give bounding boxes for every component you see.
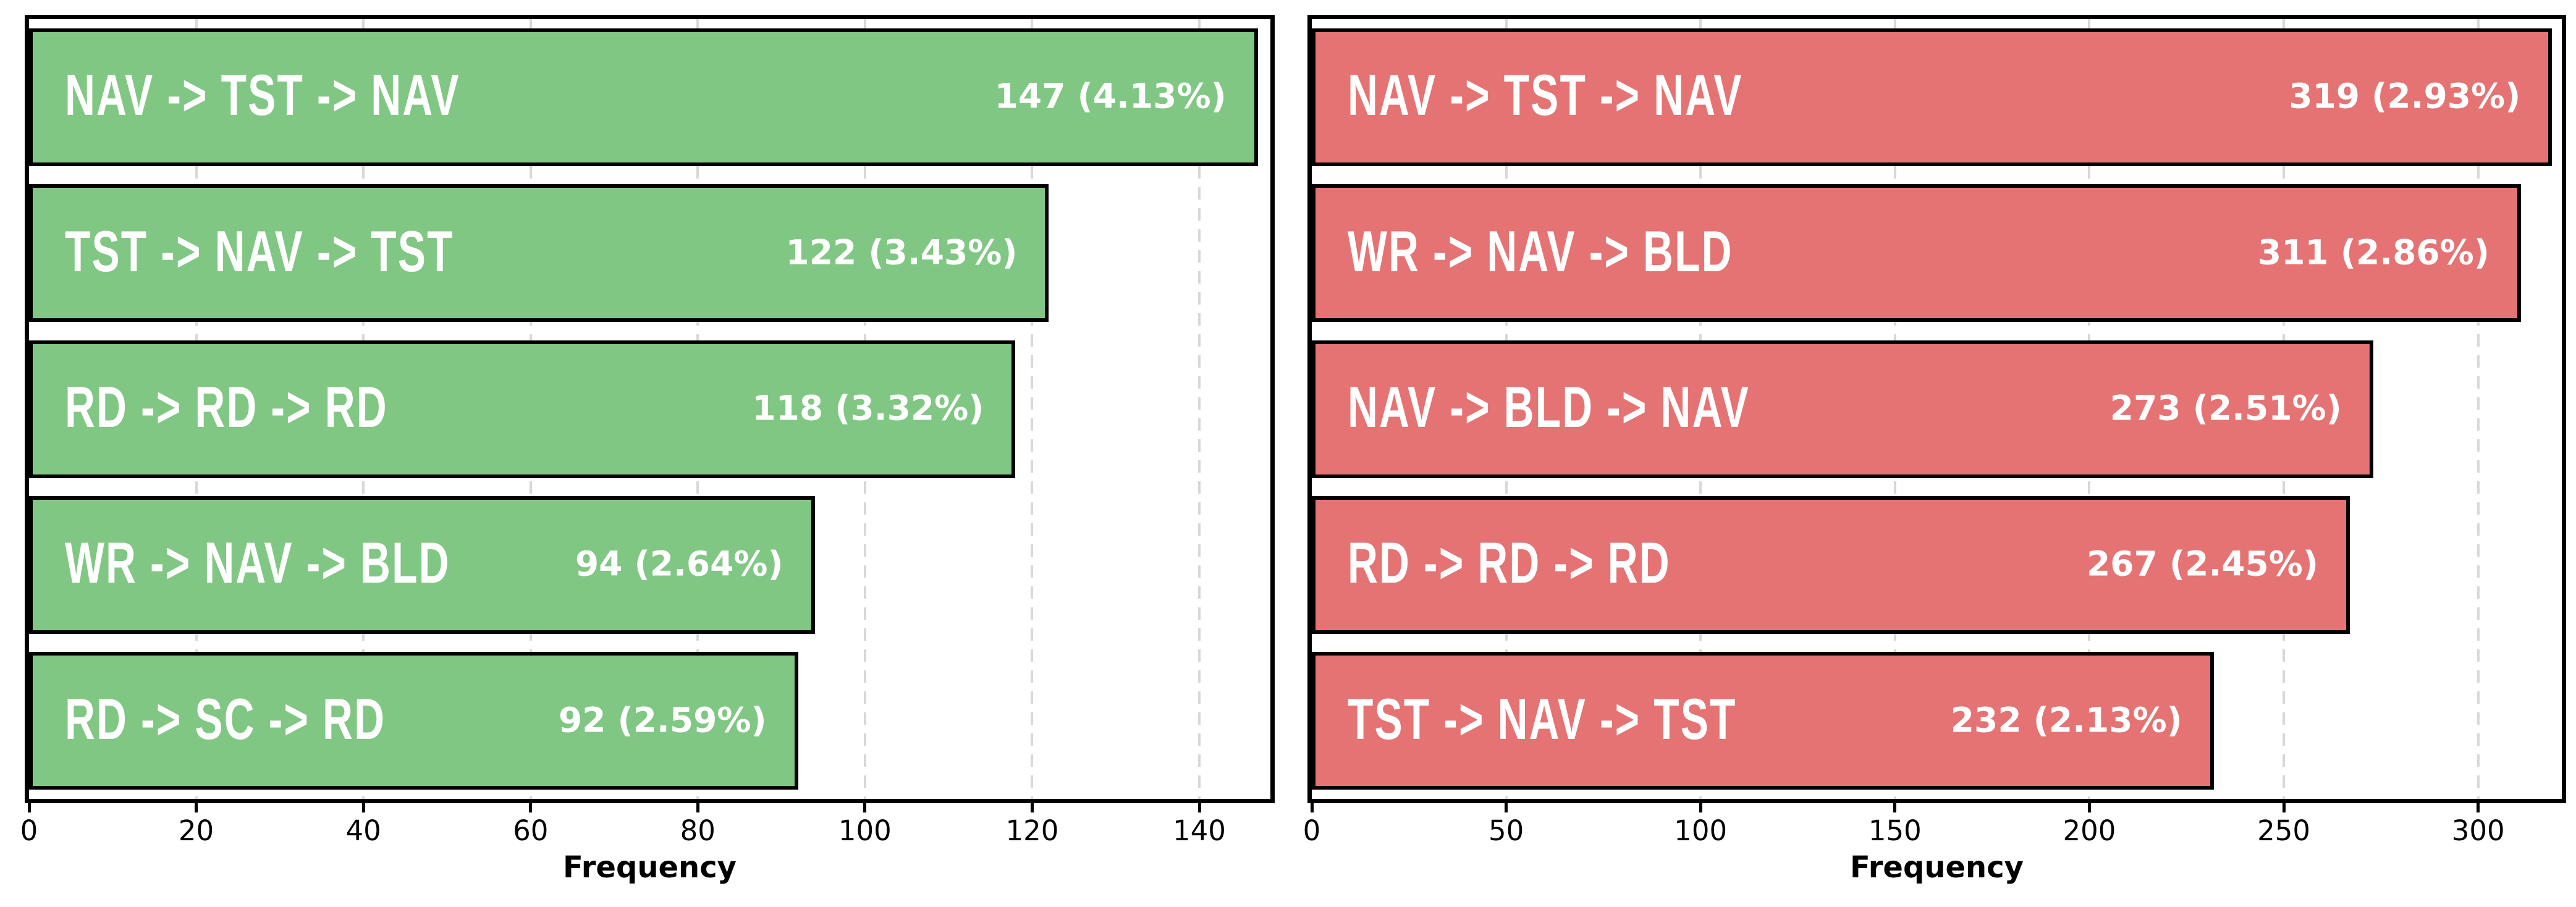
bar-category-label: TST -> NAV -> TST	[65, 218, 454, 284]
bar-value-label: 94 (2.64%)	[575, 544, 783, 584]
bar-category-label: RD -> RD -> RD	[1348, 530, 1671, 596]
bar-value-label: 319 (2.93%)	[2289, 76, 2521, 116]
bar: NAV -> BLD -> NAV 273 (2.51%)	[1312, 340, 2373, 478]
x-axis-title-green: Frequency	[563, 850, 737, 885]
bar-value-label: 311 (2.86%)	[2257, 232, 2489, 272]
bar-category-label: NAV -> TST -> NAV	[1348, 62, 1743, 127]
bar: TST -> NAV -> TST 122 (3.43%)	[29, 184, 1049, 323]
bar: RD -> RD -> RD 118 (3.32%)	[29, 340, 1016, 478]
x-tick-label: 50	[1488, 814, 1524, 847]
x-tick-mark	[1030, 803, 1034, 812]
x-axis-title-red: Frequency	[1850, 850, 2024, 885]
bar: NAV -> TST -> NAV 147 (4.13%)	[29, 28, 1258, 166]
bar: WR -> NAV -> BLD 94 (2.64%)	[29, 496, 815, 634]
x-tick-mark	[2282, 803, 2286, 812]
bar: RD -> SC -> RD 92 (2.59%)	[29, 652, 798, 790]
x-tick-mark	[2087, 803, 2091, 812]
chart-panel-red: NAV -> TST -> NAV 319 (2.93%) WR -> NAV ->…	[1303, 15, 2566, 907]
bar-value-label: 92 (2.59%)	[558, 700, 767, 740]
x-tick-mark	[1699, 803, 1702, 812]
bar-category-label: WR -> NAV -> BLD	[1348, 218, 1733, 284]
x-tick-label: 60	[513, 814, 549, 847]
bar: WR -> NAV -> BLD 311 (2.86%)	[1312, 184, 2521, 323]
bar-category-label: NAV -> BLD -> NAV	[1348, 374, 1750, 439]
bar-value-label: 118 (3.32%)	[752, 388, 984, 428]
bar-value-label: 267 (2.45%)	[2087, 544, 2319, 584]
chart-panel-green: NAV -> TST -> NAV 147 (4.13%) TST -> NAV -…	[20, 15, 1275, 907]
x-tick-label: 0	[20, 814, 38, 847]
plot-area-green: NAV -> TST -> NAV 147 (4.13%) TST -> NAV -…	[25, 15, 1275, 803]
x-tick-label: 140	[1173, 814, 1226, 847]
gridline	[2477, 19, 2480, 799]
bar: RD -> RD -> RD 267 (2.45%)	[1312, 496, 2350, 634]
x-tick-label: 20	[178, 814, 214, 847]
gridline	[1198, 19, 1201, 799]
bar-category-label: RD -> RD -> RD	[65, 374, 388, 439]
x-tick-label: 0	[1303, 814, 1321, 847]
x-tick-label: 100	[1674, 814, 1728, 847]
x-tick-label: 100	[838, 814, 892, 847]
bar-category-label: NAV -> TST -> NAV	[65, 62, 460, 127]
x-tick-mark	[1310, 803, 1314, 812]
x-tick-label: 250	[2257, 814, 2311, 847]
x-tick-mark	[1197, 803, 1201, 812]
x-tick-mark	[529, 803, 533, 812]
x-tick-mark	[361, 803, 365, 812]
bar-category-label: WR -> NAV -> BLD	[65, 530, 450, 596]
bar-value-label: 122 (3.43%)	[785, 232, 1018, 272]
x-tick-label: 80	[680, 814, 716, 847]
x-tick-mark	[1505, 803, 1508, 812]
bar-value-label: 232 (2.13%)	[1950, 700, 2182, 740]
plot-area-red: NAV -> TST -> NAV 319 (2.93%) WR -> NAV ->…	[1307, 15, 2566, 803]
gridline	[1031, 19, 1034, 799]
bar-value-label: 273 (2.51%)	[2109, 388, 2342, 428]
x-tick-mark	[1893, 803, 1897, 812]
x-tick-mark	[195, 803, 198, 812]
x-tick-label: 150	[1868, 814, 1922, 847]
bar-category-label: TST -> NAV -> TST	[1348, 686, 1737, 751]
bar-category-label: RD -> SC -> RD	[65, 686, 386, 751]
x-tick-mark	[863, 803, 867, 812]
bar: TST -> NAV -> TST 232 (2.13%)	[1312, 652, 2214, 790]
bar: NAV -> TST -> NAV 319 (2.93%)	[1312, 28, 2553, 166]
x-tick-label: 200	[2063, 814, 2116, 847]
x-tick-mark	[2477, 803, 2480, 812]
x-tick-label: 40	[345, 814, 381, 847]
bar-value-label: 147 (4.13%)	[994, 76, 1227, 116]
x-tick-mark	[696, 803, 699, 812]
x-tick-label: 120	[1005, 814, 1059, 847]
x-tick-label: 300	[2451, 814, 2505, 847]
x-tick-mark	[27, 803, 31, 812]
